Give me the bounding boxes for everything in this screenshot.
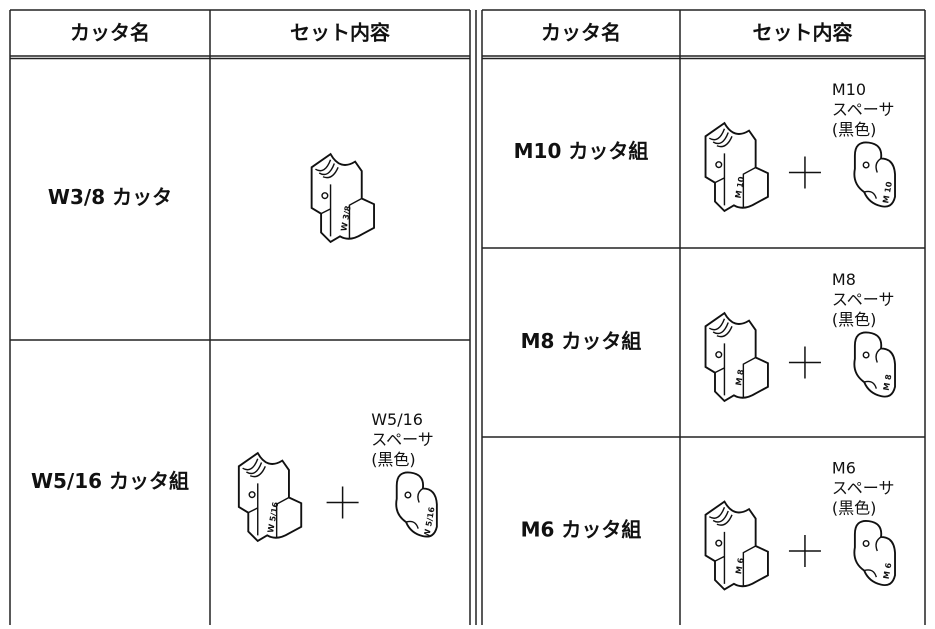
- column-header: セット内容: [753, 21, 853, 45]
- spacer-illustration: M 8: [853, 331, 896, 398]
- cutter-mark: W 3/8: [339, 205, 352, 232]
- spacer-label: スペーサ: [832, 479, 895, 498]
- cutter-illustration: M 8: [704, 312, 769, 402]
- cutter-mark: M 6: [734, 557, 746, 575]
- cutter-illustration: W 3/8: [310, 153, 375, 243]
- spacer-label: (黒色): [832, 120, 877, 139]
- spacer-illustration: M 10: [853, 141, 896, 208]
- spacer-label: M10: [832, 80, 866, 99]
- spacer-label: (黒色): [832, 499, 877, 518]
- spacer-label: (黒色): [832, 310, 877, 329]
- cutter-illustration: M 10: [704, 122, 769, 212]
- spacer-mark: M 10: [881, 181, 894, 205]
- cutter-mark: M 10: [734, 176, 747, 200]
- spacer-mark: M 6: [882, 562, 894, 580]
- spacer-label: スペーサ: [371, 430, 434, 449]
- column-header: セット内容: [290, 21, 390, 45]
- cutter-mark: M 8: [734, 368, 746, 386]
- column-header: カッタ名: [70, 21, 150, 45]
- cutter-name: W5/16 カッタ組: [31, 469, 189, 493]
- spacer-illustration: M 6: [853, 519, 896, 587]
- cutter-name: W3/8 カッタ: [48, 185, 172, 209]
- spacer-mark: M 8: [882, 373, 894, 391]
- cutter-name: M6 カッタ組: [521, 518, 642, 542]
- cutter-shape: [704, 312, 769, 402]
- spacer-illustration: W 5/16: [395, 471, 438, 539]
- cutter-shape: [704, 500, 769, 591]
- cutter-illustration: M 6: [704, 500, 769, 591]
- spacer-label: (黒色): [371, 450, 416, 469]
- column-header: カッタ名: [541, 21, 621, 45]
- spacer-label: M6: [832, 459, 856, 478]
- cutter-name: M8 カッタ組: [521, 329, 642, 353]
- spacer-label: スペーサ: [832, 290, 895, 309]
- cutter-name: M10 カッタ組: [514, 139, 649, 163]
- cutter-illustration: W 5/16: [237, 452, 303, 542]
- spacer-label: M8: [832, 270, 856, 289]
- spacer-label: スペーサ: [832, 100, 895, 119]
- spacer-label: W5/16: [371, 410, 423, 429]
